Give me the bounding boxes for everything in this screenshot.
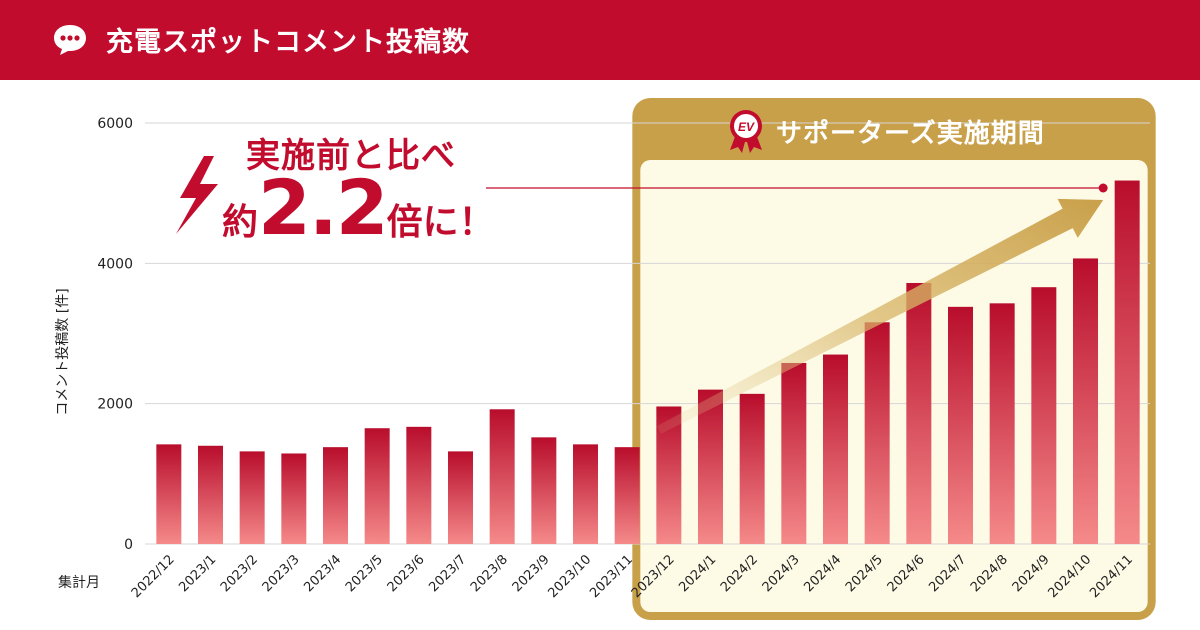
bar-2023-10 (573, 444, 598, 544)
lightning-bolt-icon (176, 156, 218, 234)
y-tick-label: 4000 (97, 256, 133, 272)
callout-prefix: 約 (222, 202, 259, 243)
bar-2023-6 (406, 426, 432, 544)
x-tick-label: 2023/2 (218, 552, 261, 595)
bar-2023-5 (364, 428, 390, 544)
y-tick-label: 2000 (97, 397, 133, 413)
callout-multiplier: 2.2 (258, 163, 389, 252)
bar-2024-2 (739, 393, 765, 544)
y-axis-title: コメント投稿数 [件] (55, 288, 71, 416)
x-tick-label: 2023/4 (301, 552, 344, 595)
svg-text:EV: EV (738, 120, 755, 134)
bar-2024-3 (781, 362, 807, 544)
x-tick-label: 2023/11 (587, 552, 636, 601)
x-tick-label: 2023/7 (426, 552, 469, 595)
y-tick-label: 6000 (97, 116, 133, 132)
header-bar: 充電スポットコメント投稿数 (0, 0, 1200, 80)
bar-2024-1 (698, 389, 723, 544)
bar-2024-6 (906, 282, 932, 544)
bar-2024-11 (1114, 180, 1140, 544)
callout-multiplier-line: 約 2.2 倍に！ (222, 170, 495, 246)
bar-2022-12 (156, 444, 182, 544)
ev-badge-icon: EV (730, 110, 762, 153)
bar-2023-9 (531, 437, 557, 544)
y-tick-label: 0 (124, 537, 133, 553)
bar-2023-1 (198, 445, 223, 544)
x-tick-label: 2023/6 (385, 552, 428, 595)
growth-arrow (656, 198, 1104, 434)
callout-leader-dot (1098, 183, 1108, 193)
callout-suffix: 倍に！ (386, 202, 495, 243)
bar-2023-7 (448, 451, 473, 544)
bar-2024-4 (823, 354, 848, 544)
speech-bubble-icon (54, 25, 86, 55)
bar-2024-7 (948, 306, 973, 544)
bar-2023-11 (614, 447, 640, 544)
bar-2024-5 (864, 322, 890, 544)
bar-2023-2 (239, 451, 265, 544)
x-tick-label: 2023/5 (343, 552, 386, 595)
bar-2023-8 (489, 409, 515, 544)
bar-2024-8 (989, 303, 1015, 544)
bar-2024-9 (1031, 287, 1057, 544)
callout-headline: 実施前と比べ (246, 136, 456, 176)
bar-2023-4 (323, 447, 348, 544)
bar-2024-10 (1073, 258, 1098, 544)
supporters-period-label: サポーターズ実施期間 (776, 119, 1045, 149)
highlight-area (640, 160, 1148, 612)
bar-2023-3 (281, 453, 307, 544)
x-tick-label: 2022/12 (129, 552, 178, 601)
x-tick-label: 2023/8 (468, 552, 511, 595)
x-tick-label: 2023/1 (176, 552, 219, 595)
page-title: 充電スポットコメント投稿数 (106, 27, 470, 58)
x-axis-title: 集計月 (58, 575, 100, 591)
x-tick-label: 2023/3 (260, 552, 303, 595)
x-tick-label: 2023/10 (546, 552, 595, 601)
